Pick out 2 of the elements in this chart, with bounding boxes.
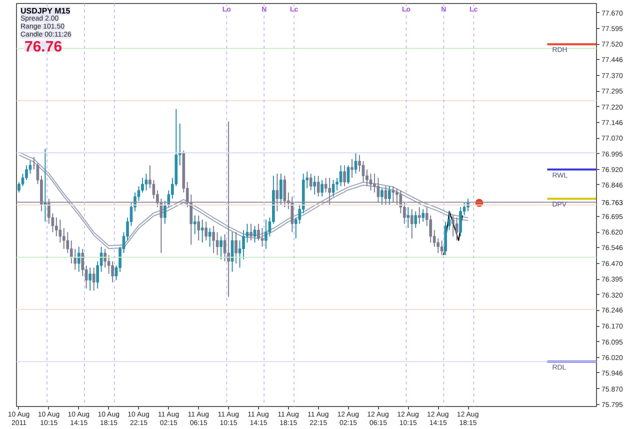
annotation: 76.76 (24, 38, 62, 56)
chart-title: USDJPY M15 (20, 6, 71, 16)
